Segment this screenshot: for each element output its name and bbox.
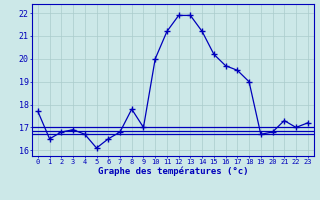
X-axis label: Graphe des températures (°c): Graphe des températures (°c): [98, 167, 248, 176]
